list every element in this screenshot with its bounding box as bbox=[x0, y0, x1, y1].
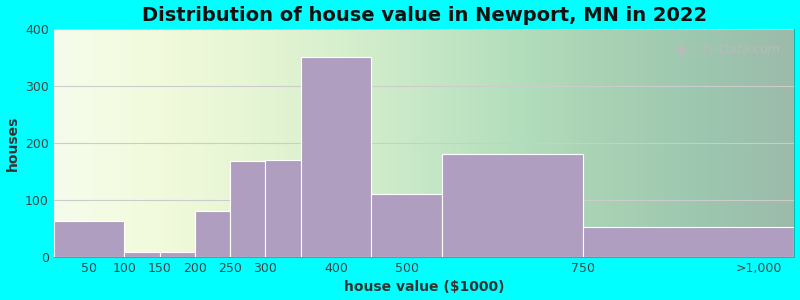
Bar bbox=[230, 161, 266, 257]
Title: Distribution of house value in Newport, MN in 2022: Distribution of house value in Newport, … bbox=[142, 6, 706, 25]
X-axis label: house value ($1000): house value ($1000) bbox=[344, 280, 504, 294]
Bar bbox=[160, 253, 195, 257]
Y-axis label: houses: houses bbox=[6, 115, 19, 171]
Bar bbox=[442, 154, 583, 257]
Bar bbox=[266, 160, 301, 257]
Bar bbox=[124, 253, 160, 257]
Bar bbox=[54, 221, 124, 257]
Bar bbox=[195, 212, 230, 257]
Bar bbox=[301, 57, 371, 257]
Bar bbox=[583, 227, 794, 257]
Bar bbox=[371, 194, 442, 257]
Text: ● City-Data.com: ● City-Data.com bbox=[676, 43, 780, 56]
